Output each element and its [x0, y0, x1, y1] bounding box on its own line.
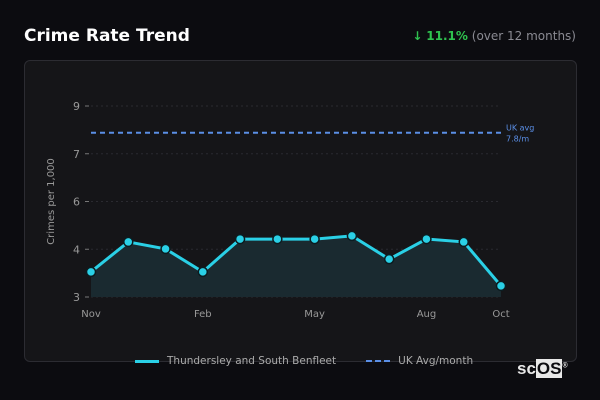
uk-avg-value: 7.8/m — [506, 135, 529, 144]
chart-title: Crime Rate Trend — [24, 26, 190, 46]
data-point — [123, 236, 134, 248]
data-point — [85, 266, 97, 278]
data-point — [309, 233, 320, 245]
data-point — [458, 236, 469, 248]
legend-swatch-solid — [135, 359, 159, 363]
y-tick-label: 7 — [73, 148, 80, 161]
y-tick-label: 3 — [73, 291, 80, 304]
legend-item-uk-avg[interactable]: UK Avg/month — [366, 355, 473, 367]
y-tick-label: 9 — [73, 100, 80, 113]
y-axis-label: Crimes per 1,000 — [46, 158, 57, 245]
x-tick-label: Nov — [81, 309, 101, 320]
trend-change: ↓ 11.1% (over 12 months) — [412, 29, 576, 43]
data-point — [346, 230, 358, 242]
chart-card — [24, 60, 577, 362]
trend-arrow-icon: ↓ — [412, 29, 423, 43]
legend-item-series[interactable]: Thundersley and South Benfleet — [135, 355, 336, 367]
x-tick-label: Oct — [492, 309, 509, 320]
series-line — [90, 234, 503, 287]
y-tick-label: 4 — [73, 243, 80, 256]
data-point — [272, 233, 283, 245]
change-percent: 11.1% — [426, 29, 468, 43]
data-point — [160, 243, 171, 255]
data-point — [234, 233, 246, 245]
data-point — [495, 280, 507, 292]
x-tick-label: May — [304, 309, 325, 320]
x-tick-label: Aug — [417, 309, 437, 320]
legend-swatch-dashed — [366, 360, 391, 362]
data-point — [383, 253, 395, 265]
x-tick-label: Feb — [194, 309, 212, 320]
data-point — [421, 233, 432, 245]
series-area — [91, 235, 501, 297]
legend: Thundersley and South Benfleet UK Avg/mo… — [135, 355, 473, 367]
scos-logo: scOS® — [517, 359, 568, 378]
uk-avg-label: UK avg — [506, 124, 534, 133]
data-point — [197, 266, 209, 278]
y-tick-label: 6 — [73, 196, 80, 209]
change-period: (over 12 months) — [471, 29, 576, 43]
